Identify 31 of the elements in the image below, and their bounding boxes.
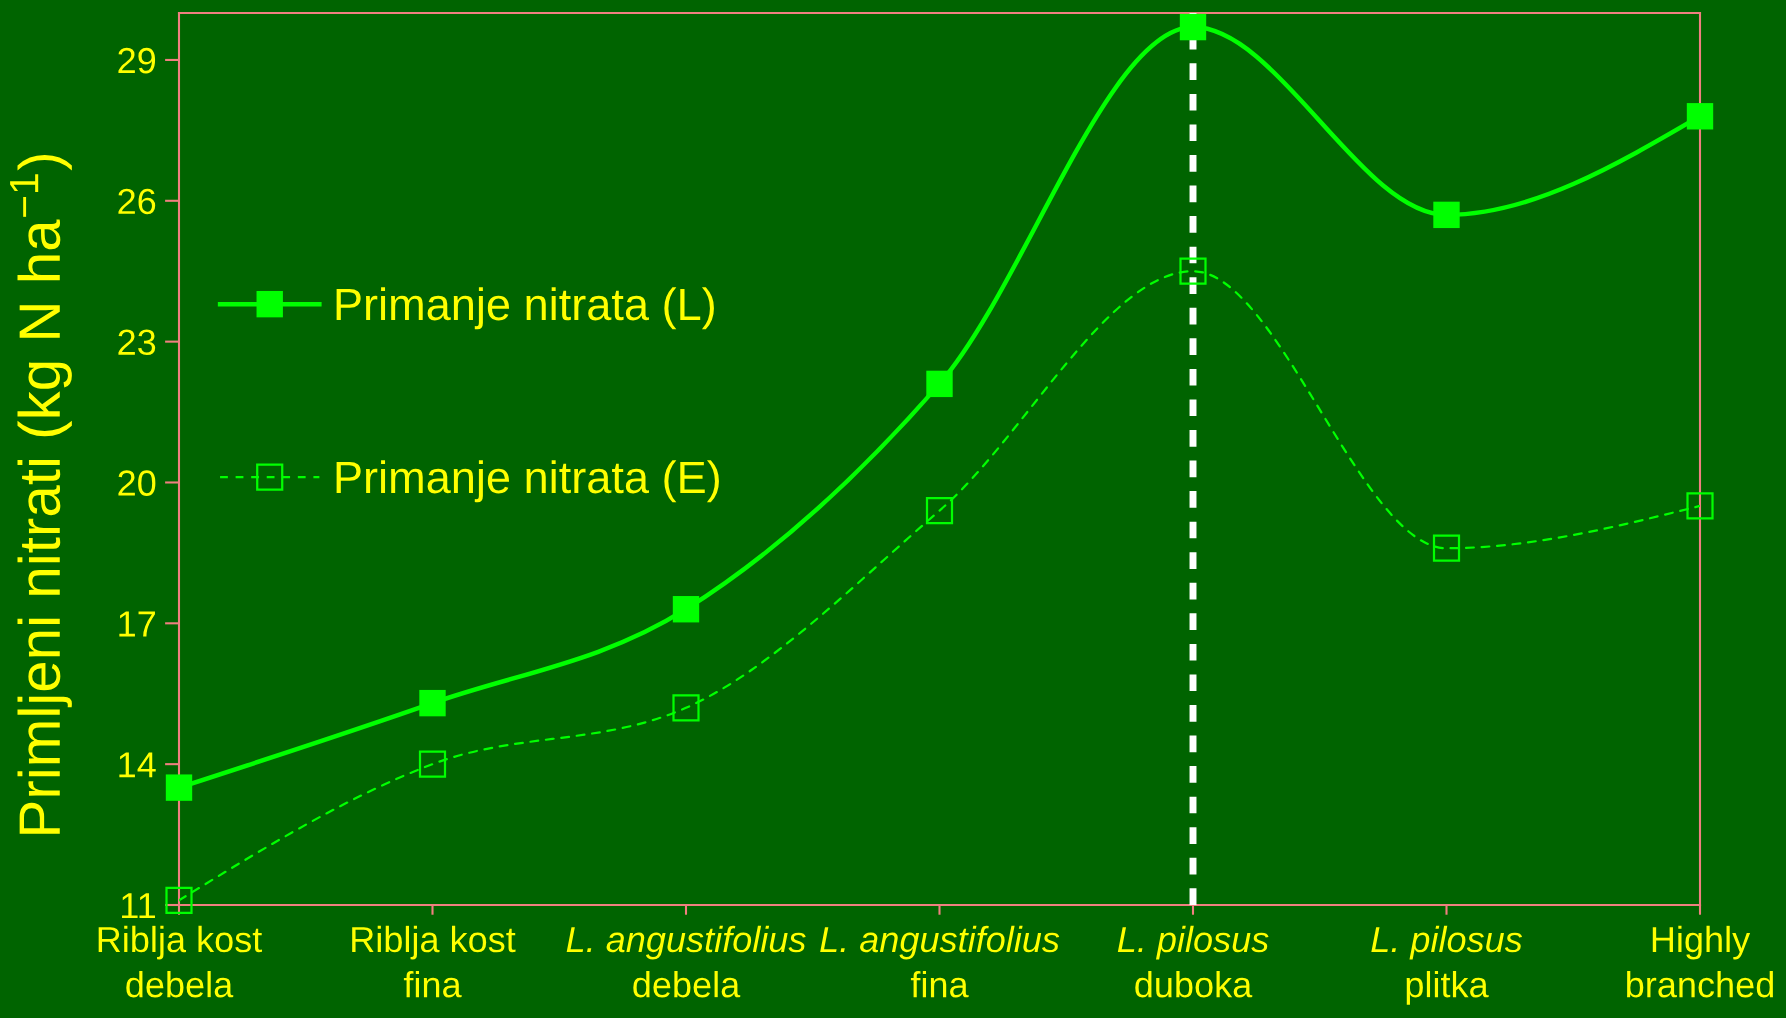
point xyxy=(1686,103,1714,130)
legend-label: Primanje nitrata (E) xyxy=(336,460,719,503)
y-axis-title: Primljeni nitrati (kg N ha$^{−1}$) xyxy=(10,154,72,834)
x-tick-label: L. pilosus duboka xyxy=(1117,925,1269,998)
point xyxy=(165,886,193,914)
x-tick-label: L. angustifolius fina xyxy=(820,925,1060,998)
x-tick-label: Highly branched xyxy=(1627,925,1773,998)
point xyxy=(165,774,193,801)
point xyxy=(1686,492,1714,520)
x-tick-label: Riblja kost fina xyxy=(352,925,516,998)
point xyxy=(418,750,447,778)
y-tick-label: 23 xyxy=(118,329,156,356)
point xyxy=(1179,257,1207,285)
point xyxy=(672,596,700,623)
x-tick-label: Riblja kost debela xyxy=(98,925,263,998)
point xyxy=(1432,534,1461,562)
legend-label: Primanje nitrata (L) xyxy=(336,287,714,330)
y-tick-label: 29 xyxy=(118,47,156,74)
point xyxy=(1179,13,1207,41)
y-tick-label: 20 xyxy=(118,470,156,496)
point xyxy=(419,689,446,717)
y-tick-label: 26 xyxy=(118,188,156,215)
y-tick-label: 11 xyxy=(122,893,156,919)
x-tick-label: L. pilosus plitka xyxy=(1371,925,1523,1005)
y-tick-label: 14 xyxy=(119,752,156,778)
y-tick-label: 17 xyxy=(119,611,155,637)
x-tick-label: L. angustifolius debela xyxy=(566,925,806,998)
point xyxy=(925,497,954,525)
point xyxy=(672,694,700,722)
point xyxy=(926,370,953,398)
point xyxy=(1433,201,1460,229)
